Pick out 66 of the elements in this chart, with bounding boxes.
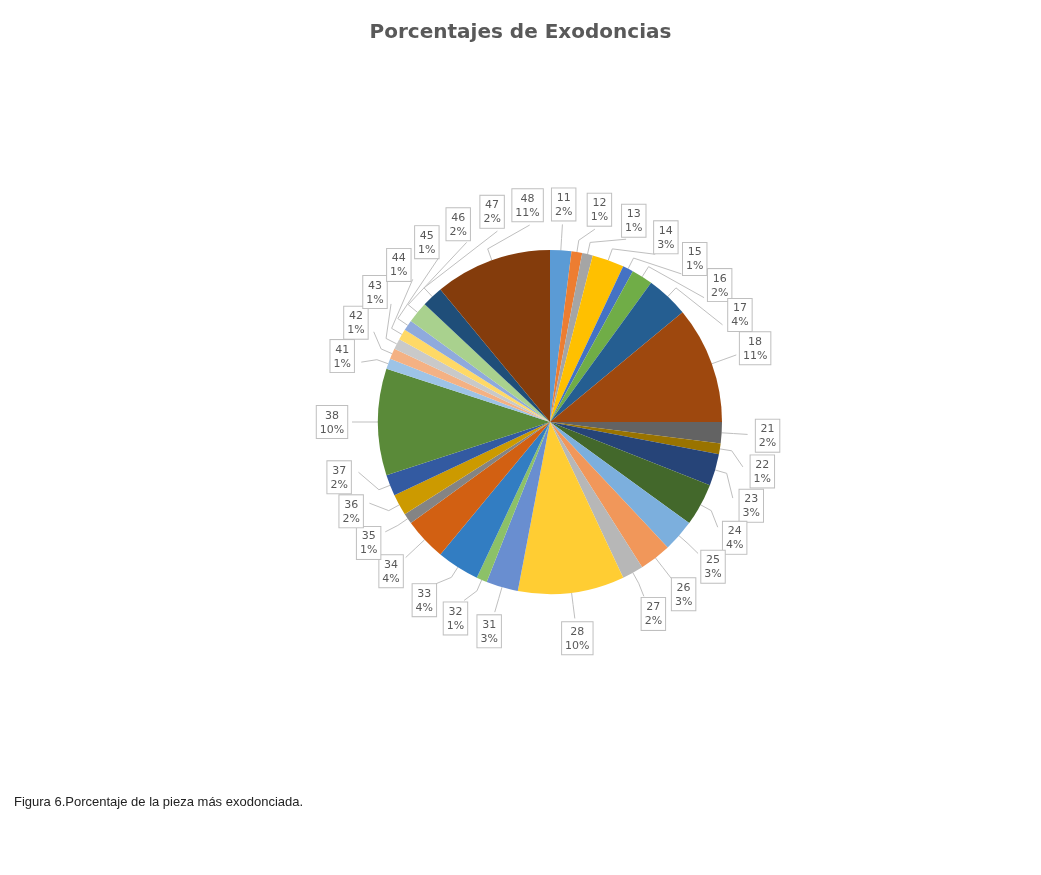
data-label: 1%: [347, 323, 365, 337]
slice-label: 21: [760, 422, 775, 436]
data-label: 1%: [418, 242, 436, 256]
slice-label: 33: [417, 586, 432, 600]
slice-label: 36: [344, 497, 359, 511]
slice-label: 46: [451, 210, 466, 224]
data-label: 4%: [725, 538, 744, 552]
data-label: 4%: [382, 571, 400, 585]
slice-label: 37: [332, 463, 347, 477]
data-label: 2%: [330, 477, 348, 491]
data-label: 1%: [686, 259, 704, 273]
slice-label: 41: [335, 342, 350, 356]
data-label: 2%: [644, 614, 663, 628]
slice-label: 14: [658, 223, 673, 237]
slice-label: 32: [448, 604, 463, 618]
slice-label: 35: [361, 529, 376, 543]
slice-label: 31: [482, 617, 497, 631]
slice-label: 45: [419, 228, 434, 242]
data-label: 2%: [342, 511, 360, 525]
data-label: 2%: [554, 204, 573, 218]
data-label: 1%: [590, 210, 609, 224]
data-label: 2%: [449, 224, 467, 238]
data-label: 3%: [657, 237, 675, 251]
slice-label: 17: [732, 301, 747, 315]
data-label: 4%: [731, 315, 749, 329]
slice-label: 16: [712, 271, 727, 285]
data-label: 11%: [742, 348, 768, 362]
data-label: 3%: [742, 506, 760, 520]
slice-label: 38: [325, 408, 339, 422]
data-label: 1%: [446, 618, 465, 632]
chart-title: Porcentajes de Exodoncias: [369, 19, 672, 43]
data-label: 3%: [674, 594, 693, 608]
data-label: 1%: [333, 356, 351, 370]
slice-label: 24: [727, 524, 742, 538]
slice-label: 48: [520, 191, 535, 205]
slice-label: 23: [744, 492, 759, 506]
data-label: 10%: [319, 422, 345, 436]
data-label: 4%: [415, 600, 434, 614]
slice-label: 25: [706, 553, 721, 567]
slice-label: 15: [687, 245, 702, 259]
slice-label: 12: [592, 196, 607, 210]
slice-label: 13: [626, 207, 641, 221]
data-label: 2%: [758, 436, 777, 450]
slice-label: 11: [556, 190, 571, 204]
slice-label: 22: [755, 457, 770, 471]
data-label: 2%: [483, 212, 501, 226]
slice-label: 26: [676, 580, 691, 594]
slice-label: 42: [348, 309, 363, 323]
slice-label: 18: [748, 334, 763, 348]
data-label: 1%: [359, 543, 378, 557]
text: Figura 6.Porcentaje de la pieza más exodonciada.: [14, 794, 304, 809]
data-label: 3%: [480, 631, 498, 645]
slice-label: 47: [485, 198, 500, 212]
data-label: 1%: [390, 265, 408, 279]
slice-label: 44: [391, 251, 406, 265]
data-label: 10%: [565, 638, 590, 652]
data-label: 1%: [753, 471, 772, 485]
slice-label: 28: [570, 624, 585, 638]
slice-label: 43: [367, 278, 382, 292]
data-label: 2%: [710, 285, 729, 299]
data-label: 11%: [515, 205, 540, 219]
data-label: 1%: [625, 221, 643, 235]
data-label: 3%: [704, 567, 722, 581]
data-label: 1%: [366, 292, 384, 306]
slice-label: 27: [646, 600, 661, 614]
slice-label: 34: [384, 557, 399, 571]
